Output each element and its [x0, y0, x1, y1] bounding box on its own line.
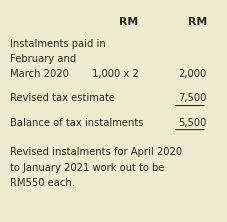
Text: March 2020: March 2020	[10, 69, 69, 79]
Text: Revised instalments for April 2020: Revised instalments for April 2020	[10, 147, 182, 157]
Text: 5,500: 5,500	[178, 118, 207, 128]
Text: RM: RM	[119, 17, 138, 27]
Text: Balance of tax instalments: Balance of tax instalments	[10, 118, 144, 128]
Text: RM: RM	[188, 17, 207, 27]
Text: to January 2021 work out to be: to January 2021 work out to be	[10, 163, 165, 172]
Text: Instalments paid in: Instalments paid in	[10, 39, 106, 49]
Text: February and: February and	[10, 54, 76, 64]
Text: Revised tax estimate: Revised tax estimate	[10, 93, 115, 103]
Text: 7,500: 7,500	[178, 93, 207, 103]
Text: 2,000: 2,000	[179, 69, 207, 79]
Text: RM550 each.: RM550 each.	[10, 178, 75, 188]
Text: 1,000 x 2: 1,000 x 2	[92, 69, 138, 79]
